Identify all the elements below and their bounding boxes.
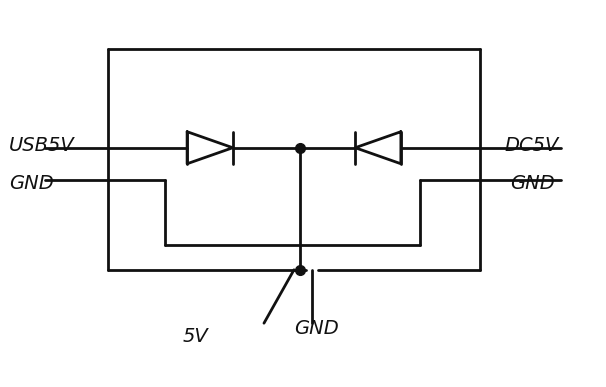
Text: 5V: 5V [183, 327, 208, 346]
Text: GND: GND [510, 175, 555, 194]
Text: USB5V: USB5V [8, 136, 75, 155]
Text: GND: GND [8, 175, 53, 194]
Text: DC5V: DC5V [504, 136, 559, 155]
Text: GND: GND [294, 319, 339, 338]
